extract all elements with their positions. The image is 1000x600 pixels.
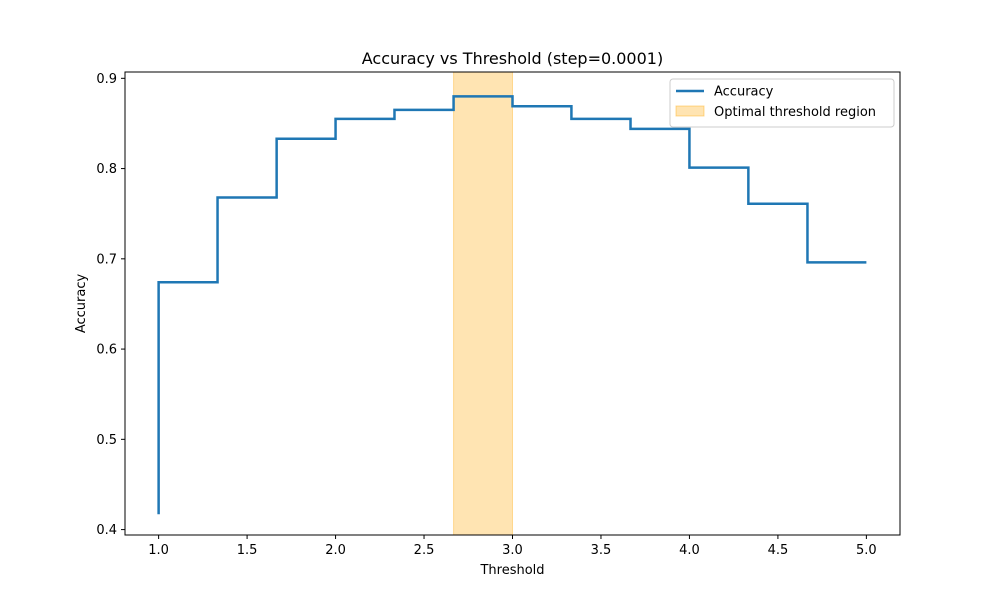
y-tick-label: 0.4 xyxy=(96,523,117,538)
y-axis-label: Accuracy xyxy=(74,274,89,334)
chart-title: Accuracy vs Threshold (step=0.0001) xyxy=(362,49,663,68)
y-tick-label: 0.5 xyxy=(96,433,117,448)
x-axis: 1.0 1.5 2.0 2.5 3.0 3.5 4.0 4.5 5.0 xyxy=(148,535,877,558)
plot-area xyxy=(157,71,867,536)
legend: Accuracy Optimal threshold region xyxy=(669,78,895,128)
x-tick-label: 1.5 xyxy=(237,543,258,558)
x-tick-label: 2.0 xyxy=(325,543,346,558)
x-tick-label: 4.0 xyxy=(679,543,700,558)
legend-region-swatch xyxy=(675,105,705,117)
y-axis: 0.4 0.5 0.6 0.7 0.8 0.9 xyxy=(96,72,125,538)
x-tick-label: 1.0 xyxy=(148,543,169,558)
legend-region-label: Optimal threshold region xyxy=(714,105,876,120)
x-tick-label: 4.5 xyxy=(768,543,789,558)
x-tick-label: 3.5 xyxy=(591,543,612,558)
x-tick-label: 3.0 xyxy=(502,543,523,558)
legend-accuracy-label: Accuracy xyxy=(714,85,774,100)
y-tick-label: 0.7 xyxy=(96,252,117,267)
accuracy-line xyxy=(157,95,867,515)
y-tick-label: 0.8 xyxy=(96,162,117,177)
y-tick-label: 0.9 xyxy=(96,72,117,87)
legend-box xyxy=(669,78,895,128)
optimal-region-band xyxy=(453,71,513,536)
y-tick-label: 0.6 xyxy=(96,343,117,358)
x-tick-label: 2.5 xyxy=(414,543,435,558)
x-tick-label: 5.0 xyxy=(856,543,877,558)
x-axis-label: Threshold xyxy=(479,563,544,578)
